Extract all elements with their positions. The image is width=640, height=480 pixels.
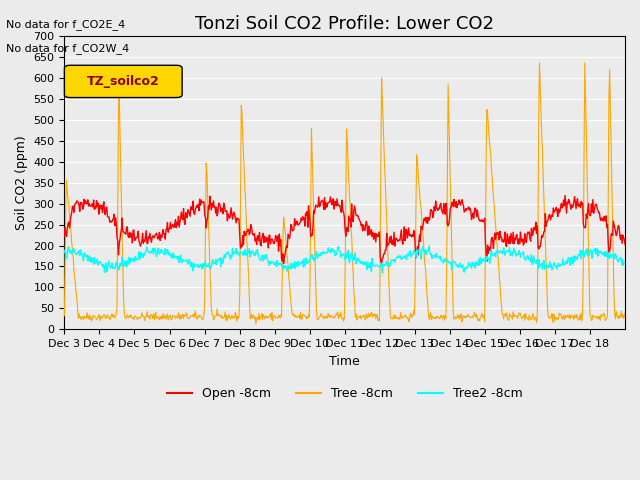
Y-axis label: Soil CO2 (ppm): Soil CO2 (ppm) <box>15 135 28 230</box>
Text: No data for f_CO2E_4: No data for f_CO2E_4 <box>6 19 125 30</box>
Title: Tonzi Soil CO2 Profile: Lower CO2: Tonzi Soil CO2 Profile: Lower CO2 <box>195 15 494 33</box>
Text: No data for f_CO2W_4: No data for f_CO2W_4 <box>6 43 130 54</box>
X-axis label: Time: Time <box>330 355 360 368</box>
Legend: Open -8cm, Tree -8cm, Tree2 -8cm: Open -8cm, Tree -8cm, Tree2 -8cm <box>162 382 527 405</box>
Text: TZ_soilco2: TZ_soilco2 <box>87 75 159 88</box>
FancyBboxPatch shape <box>65 65 182 97</box>
